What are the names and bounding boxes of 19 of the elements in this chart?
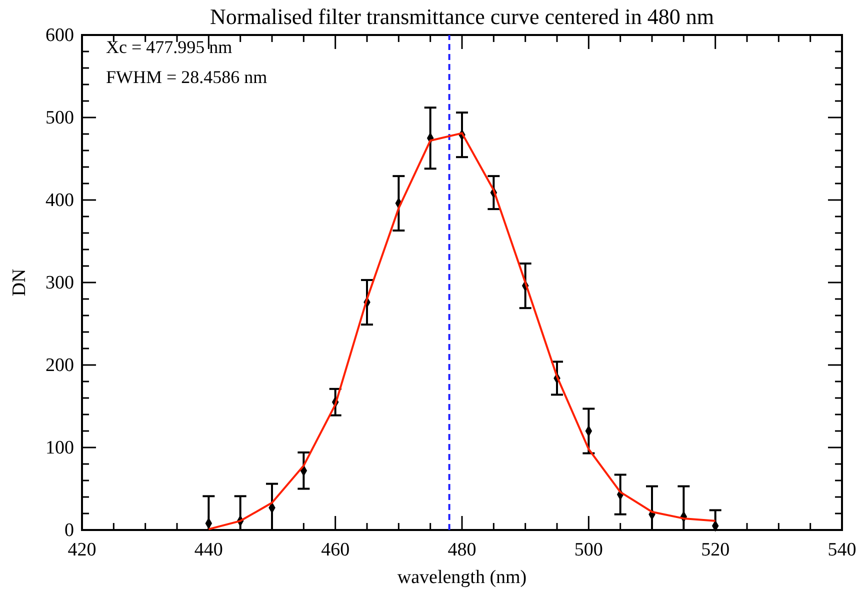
x-tick-label: 540 (828, 539, 856, 560)
annotation: Xc = 477.995 nm (106, 37, 232, 57)
y-tick-label: 500 (46, 108, 74, 129)
y-tick-label: 0 (64, 520, 74, 542)
y-tick-label: 400 (46, 190, 74, 212)
y-tick-label: 200 (46, 355, 74, 376)
x-tick-label: 440 (194, 539, 223, 560)
x-tick-label: 460 (321, 539, 350, 560)
chart-title: Normalised filter transmittance curve centered in 480 nm (210, 4, 714, 29)
annotation: FWHM = 28.4586 nm (106, 67, 268, 87)
y-axis-title: DN (9, 268, 30, 296)
x-tick-label: 520 (701, 539, 730, 560)
x-tick-label: 500 (574, 539, 603, 560)
y-tick-label: 600 (46, 25, 74, 46)
y-tick-label: 100 (46, 438, 74, 459)
x-tick-label: 420 (68, 539, 96, 560)
x-tick-label: 480 (448, 539, 476, 560)
y-tick-label: 300 (46, 272, 74, 294)
x-axis-title: wavelength (nm) (397, 567, 527, 588)
